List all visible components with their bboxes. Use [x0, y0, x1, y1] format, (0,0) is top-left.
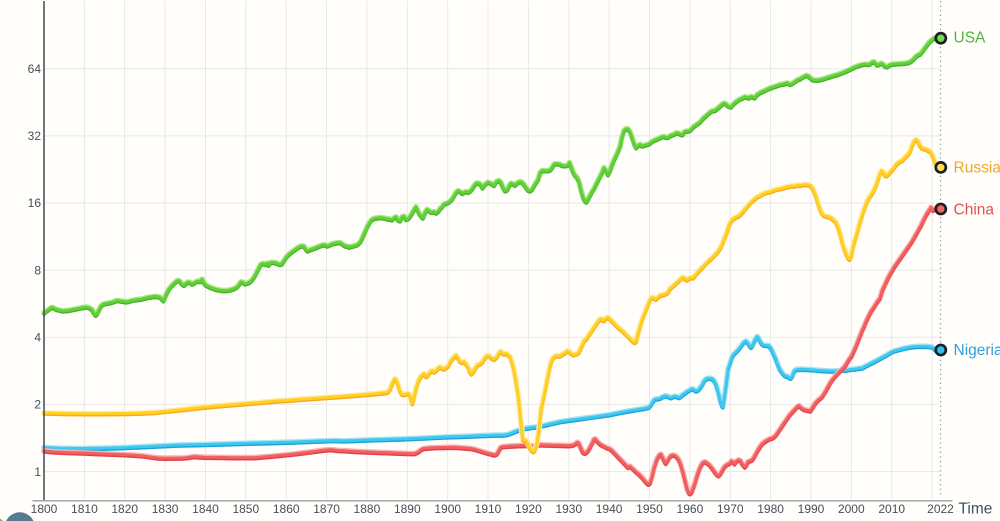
svg-text:1870: 1870	[313, 502, 340, 516]
svg-text:Russia: Russia	[954, 160, 1000, 177]
svg-text:2010: 2010	[878, 502, 905, 516]
svg-text:1810: 1810	[71, 502, 98, 516]
svg-text:1880: 1880	[354, 502, 381, 516]
svg-text:1910: 1910	[475, 502, 502, 516]
svg-text:1940: 1940	[596, 502, 623, 516]
svg-text:1950: 1950	[636, 502, 663, 516]
svg-text:32: 32	[28, 129, 42, 143]
svg-text:2: 2	[34, 398, 41, 412]
svg-text:1960: 1960	[677, 502, 704, 516]
svg-text:1930: 1930	[555, 502, 582, 516]
svg-text:2000: 2000	[838, 502, 865, 516]
svg-text:1860: 1860	[273, 502, 300, 516]
svg-text:1890: 1890	[394, 502, 421, 516]
svg-text:1990: 1990	[798, 502, 825, 516]
svg-text:8: 8	[34, 263, 41, 277]
svg-text:4: 4	[34, 331, 41, 345]
svg-text:Time: Time	[959, 501, 993, 518]
svg-text:1840: 1840	[192, 502, 219, 516]
svg-text:1800: 1800	[31, 502, 58, 516]
svg-text:1920: 1920	[515, 502, 542, 516]
svg-text:1850: 1850	[232, 502, 259, 516]
svg-text:1: 1	[34, 465, 41, 479]
svg-text:1900: 1900	[434, 502, 461, 516]
svg-text:1980: 1980	[757, 502, 784, 516]
svg-text:16: 16	[28, 196, 42, 210]
svg-text:China: China	[954, 201, 995, 218]
svg-text:USA: USA	[954, 29, 987, 46]
svg-text:1970: 1970	[717, 502, 744, 516]
svg-text:2022: 2022	[927, 502, 954, 516]
svg-text:64: 64	[28, 62, 42, 76]
svg-text:1820: 1820	[111, 502, 138, 516]
svg-text:Nigeria: Nigeria	[954, 342, 1000, 359]
svg-text:1830: 1830	[152, 502, 179, 516]
